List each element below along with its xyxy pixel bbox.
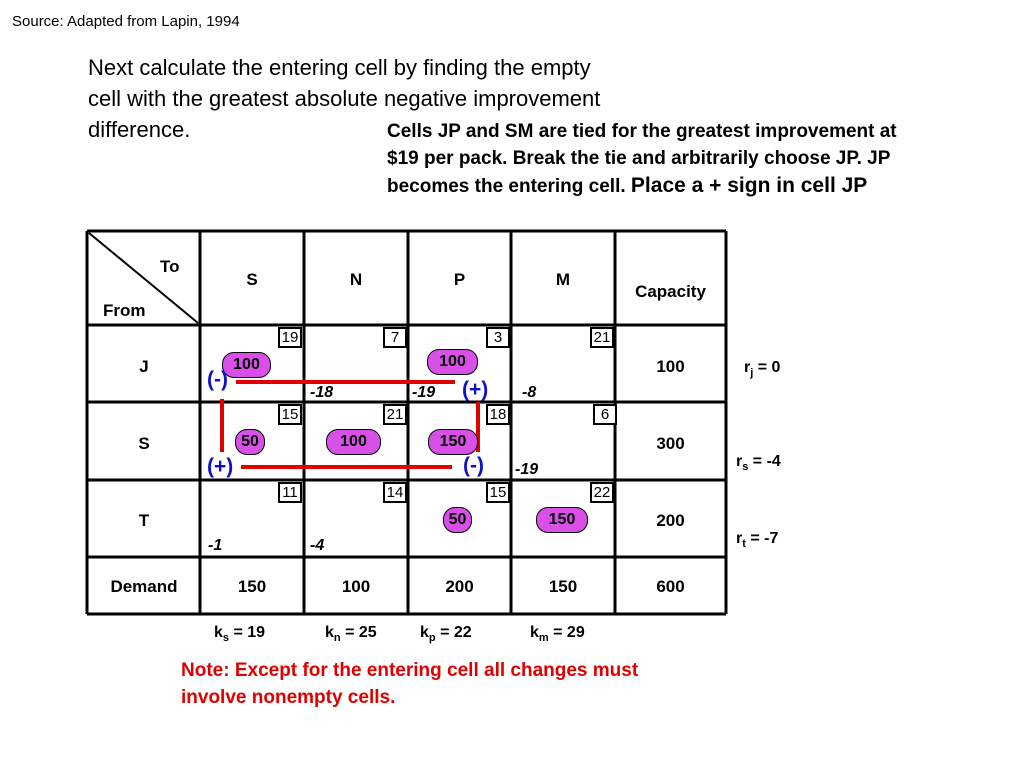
allocation-s-p: 150 xyxy=(428,429,478,455)
col-potential-n: kn = 25 xyxy=(325,624,377,645)
corner-from-label: From xyxy=(103,301,146,320)
tie-note-emphasis: Place a + sign in cell JP xyxy=(630,174,868,197)
corner-diagonal xyxy=(88,232,199,324)
col-header-m: M xyxy=(555,270,571,289)
col-header-capacity: Capacity xyxy=(635,282,706,301)
cost-j-m: 21 xyxy=(590,327,614,348)
col-potential-m: km = 29 xyxy=(530,624,585,645)
row-potential-s: rs = -4 xyxy=(736,453,781,474)
cost-t-m: 22 xyxy=(590,482,614,503)
improvement-j-n: -18 xyxy=(310,384,334,401)
stepping-stone-path xyxy=(220,380,480,469)
improvement-t-s: -1 xyxy=(208,537,223,554)
intro-text: Next calculate the entering cell by find… xyxy=(88,55,601,142)
improvement-s-m: -19 xyxy=(515,461,539,478)
capacity-t: 200 xyxy=(656,511,685,530)
cost-s-m: 6 xyxy=(593,404,617,425)
bottom-note: Note: Except for the entering cell all c… xyxy=(181,660,639,708)
row-label-j: J xyxy=(139,357,149,376)
demand-m: 150 xyxy=(548,577,578,596)
improvement-j-p: -19 xyxy=(412,384,436,401)
improvement-t-n: -4 xyxy=(310,537,325,554)
capacity-s: 300 xyxy=(656,434,685,453)
row-potential-t: rt = -7 xyxy=(736,530,779,551)
source-citation: Source: Adapted from Lapin, 1994 xyxy=(12,13,240,30)
sign-minus-sp: (-) xyxy=(463,454,484,477)
sign-plus-ss: (+) xyxy=(207,455,234,478)
cost-j-s: 19 xyxy=(278,327,302,348)
cost-s-s: 15 xyxy=(278,404,302,425)
cost-j-n: 7 xyxy=(383,327,407,348)
allocation-s-s: 50 xyxy=(235,429,265,455)
allocation-s-n: 100 xyxy=(326,429,381,455)
cost-t-n: 14 xyxy=(383,482,407,503)
demand-s: 150 xyxy=(237,577,267,596)
corner-to-label: To xyxy=(160,257,180,276)
cost-t-s: 11 xyxy=(278,482,302,503)
allocation-j-s: 100 xyxy=(222,352,271,378)
cost-j-p: 3 xyxy=(486,327,510,348)
cost-s-n: 21 xyxy=(383,404,407,425)
improvement-j-m: -8 xyxy=(522,384,537,401)
cost-s-p: 18 xyxy=(486,404,510,425)
col-header-n: N xyxy=(349,270,363,289)
row-potential-j: rj = 0 xyxy=(744,359,781,380)
sign-plus-jp: (+) xyxy=(462,378,489,401)
demand-p: 200 xyxy=(445,577,474,596)
allocation-t-p: 50 xyxy=(443,507,472,533)
cost-t-p: 15 xyxy=(486,482,510,503)
demand-label: Demand xyxy=(110,577,178,596)
capacity-j: 100 xyxy=(656,357,685,376)
row-label-s: S xyxy=(138,434,150,453)
demand-total: 600 xyxy=(656,577,685,596)
allocation-t-m: 150 xyxy=(536,507,588,533)
col-potential-s: ks = 19 xyxy=(214,624,266,645)
col-potential-p: kp = 22 xyxy=(420,624,472,645)
col-header-p: P xyxy=(453,270,466,289)
demand-n: 100 xyxy=(341,577,371,596)
tie-note-main: Cells JP and SM are tied for the greates… xyxy=(387,121,897,197)
allocation-j-p: 100 xyxy=(427,349,478,375)
row-label-t: T xyxy=(138,511,150,530)
sign-minus-js: (-) xyxy=(207,368,228,391)
col-header-s: S xyxy=(246,270,258,289)
tie-note: Cells JP and SM are tied for the greates… xyxy=(387,118,927,200)
